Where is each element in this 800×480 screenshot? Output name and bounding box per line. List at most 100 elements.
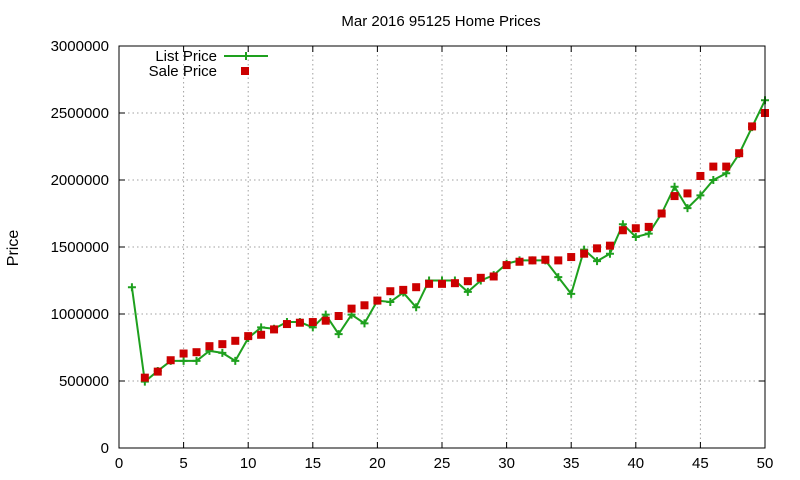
sale-price-point bbox=[567, 253, 576, 262]
legend-plus-list-price bbox=[242, 52, 250, 60]
sale-price-point bbox=[541, 255, 550, 264]
x-tick-label: 15 bbox=[304, 455, 321, 472]
legend: List Price Sale Price bbox=[149, 48, 268, 80]
sale-price-point bbox=[166, 356, 175, 365]
list-price-point bbox=[179, 356, 188, 365]
y-tick-label: 1500000 bbox=[51, 239, 109, 256]
list-price-point bbox=[605, 249, 614, 258]
sale-price-point bbox=[425, 279, 434, 288]
legend-marker-list-price bbox=[242, 52, 250, 60]
y-axis-label: Price bbox=[5, 230, 22, 267]
x-tick-label: 45 bbox=[692, 455, 709, 472]
sale-price-point bbox=[528, 256, 537, 265]
list-price-point bbox=[644, 229, 653, 238]
sale-price-point bbox=[321, 316, 330, 325]
chart-title: Mar 2016 95125 Home Prices bbox=[341, 13, 540, 30]
sale-price-point bbox=[670, 192, 679, 201]
legend-label-sale-price: Sale Price bbox=[149, 63, 217, 80]
sale-price-point bbox=[244, 332, 253, 341]
sale-price-point bbox=[218, 340, 227, 349]
sale-price-point bbox=[631, 224, 640, 233]
sale-price-point bbox=[735, 149, 744, 158]
list-price-point bbox=[463, 287, 472, 296]
sale-price-point bbox=[644, 222, 653, 231]
x-tick-label: 50 bbox=[757, 455, 774, 472]
x-axis: 0 5 10 15 20 25 30 35 40 45 50 bbox=[115, 46, 774, 472]
list-price-point bbox=[218, 348, 227, 357]
sale-price-point bbox=[463, 277, 472, 286]
sale-price-point bbox=[257, 330, 266, 339]
list-price-point bbox=[683, 204, 692, 213]
sale-price-point bbox=[412, 283, 421, 292]
list-price-point bbox=[554, 273, 563, 282]
sale-price-point bbox=[438, 279, 446, 288]
grid bbox=[119, 46, 765, 448]
y-tick-label: 500000 bbox=[59, 373, 109, 390]
sale-price-point bbox=[282, 320, 291, 329]
x-tick-label: 5 bbox=[179, 455, 187, 472]
x-tick-label: 20 bbox=[369, 455, 386, 472]
sale-price-point bbox=[748, 122, 757, 131]
sale-price-point bbox=[502, 261, 511, 270]
list-price-point bbox=[412, 303, 421, 312]
sale-price-point bbox=[179, 349, 188, 358]
list-price-point bbox=[192, 356, 201, 365]
sale-price-point bbox=[347, 304, 356, 313]
sale-price-point bbox=[140, 373, 149, 382]
sale-price-point bbox=[515, 257, 524, 266]
y-tick-label: 1000000 bbox=[51, 306, 109, 323]
sale-price-point bbox=[334, 312, 343, 321]
y-tick-label: 3000000 bbox=[51, 38, 109, 55]
sale-price-point bbox=[618, 226, 627, 235]
sale-price-point bbox=[605, 241, 614, 250]
list-price-point bbox=[631, 232, 640, 241]
x-tick-label: 0 bbox=[115, 455, 123, 472]
y-tick-label: 2500000 bbox=[51, 105, 109, 122]
x-tick-label: 10 bbox=[240, 455, 257, 472]
sale-price-point bbox=[192, 348, 201, 357]
x-tick-label: 35 bbox=[563, 455, 580, 472]
sale-price-point bbox=[153, 367, 162, 376]
legend-marker-sale-price bbox=[241, 67, 249, 75]
sale-price-point bbox=[593, 244, 602, 253]
sale-price-point bbox=[683, 189, 692, 198]
series-line-list-price bbox=[130, 99, 766, 383]
sale-price-point bbox=[295, 318, 304, 327]
list-price-point bbox=[709, 176, 718, 184]
sale-price-point bbox=[450, 279, 459, 288]
sale-price-point bbox=[205, 342, 214, 351]
sale-price-point bbox=[399, 285, 408, 294]
sale-price-point bbox=[709, 162, 718, 171]
sale-price-point bbox=[373, 296, 382, 305]
x-tick-label: 40 bbox=[627, 455, 644, 472]
sale-price-point bbox=[308, 318, 317, 327]
sale-price-point bbox=[231, 336, 240, 345]
sale-price-point bbox=[386, 287, 395, 296]
list-price-point bbox=[670, 182, 679, 191]
list-price-point bbox=[127, 283, 136, 292]
list-price-point bbox=[567, 289, 576, 298]
sale-price-point bbox=[696, 171, 705, 180]
list-price-point bbox=[386, 297, 395, 306]
list-price-point bbox=[360, 319, 369, 328]
list-price-point bbox=[257, 323, 266, 332]
y-tick-label: 0 bbox=[101, 440, 109, 457]
list-price-point bbox=[696, 191, 705, 200]
y-tick-label: 2000000 bbox=[51, 172, 109, 189]
list-price-point bbox=[334, 330, 343, 339]
x-tick-label: 30 bbox=[498, 455, 515, 472]
list-price-point bbox=[722, 169, 731, 178]
sale-price-point bbox=[489, 272, 498, 281]
sale-price-point bbox=[722, 162, 731, 171]
sale-price-point bbox=[657, 209, 666, 218]
sale-price-point bbox=[476, 273, 485, 282]
list-price-point bbox=[231, 356, 240, 365]
plot-border bbox=[118, 45, 766, 449]
list-price-point bbox=[593, 257, 602, 266]
x-tick-label: 25 bbox=[434, 455, 451, 472]
sale-price-point bbox=[580, 249, 589, 258]
sale-price-point bbox=[270, 325, 279, 334]
legend-label-list-price: List Price bbox=[155, 48, 217, 65]
sale-price-point bbox=[554, 256, 563, 265]
